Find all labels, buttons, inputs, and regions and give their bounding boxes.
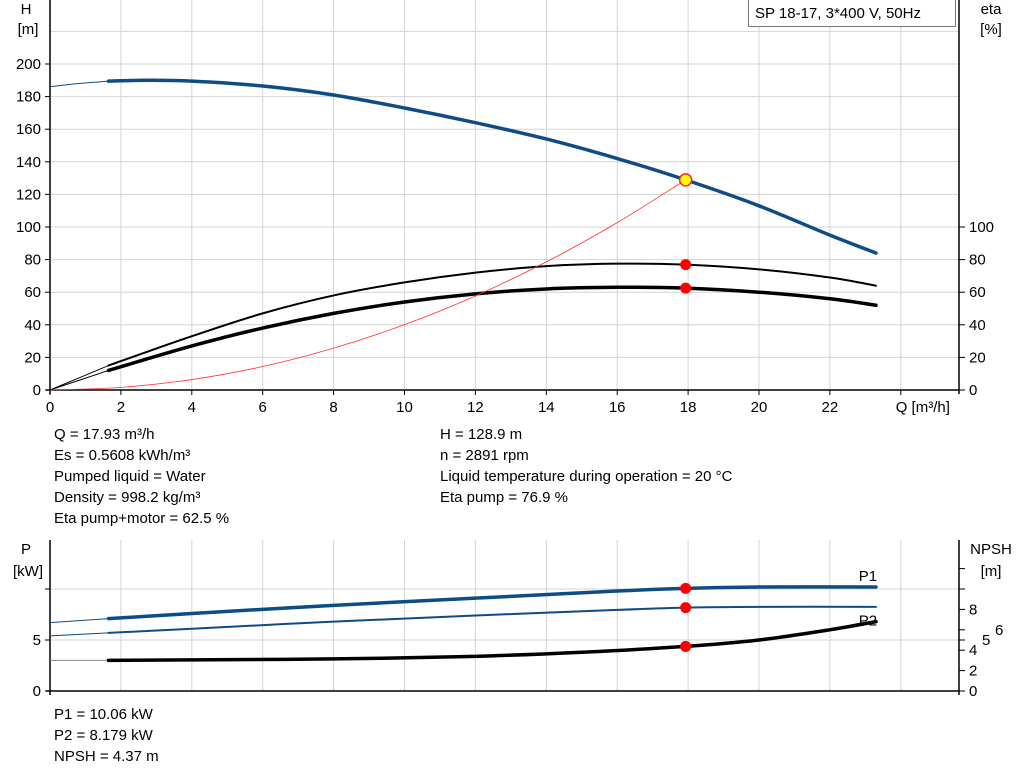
duty-point — [680, 640, 692, 652]
y-tick-label: 180 — [16, 89, 41, 106]
x-axis-label: Q [m³/h] — [896, 399, 950, 416]
y-axis-label: H — [21, 1, 32, 18]
pump-title-box: SP 18-17, 3*400 V, 50Hz — [748, 0, 956, 27]
y2-tick-label: 100 — [969, 219, 994, 236]
series-H — [106, 78, 878, 255]
y-axis-label: P — [21, 541, 31, 558]
x-tick-label: 8 — [329, 399, 337, 416]
y-tick-label: 60 — [24, 284, 41, 301]
x-tick-label: 2 — [117, 399, 125, 416]
y2-tick-label: 8 — [969, 601, 977, 618]
y-axis-unit: [kW] — [13, 563, 43, 580]
y-tick-label: 20 — [24, 349, 41, 366]
x-tick-label: 4 — [188, 399, 196, 416]
info-p2: P2 = 8.179 kW — [54, 727, 153, 744]
y-tick-label: 40 — [24, 317, 41, 334]
x-tick-label: 22 — [822, 399, 839, 416]
info-p1: P1 = 10.06 kW — [54, 706, 153, 723]
info-q: Q = 17.93 m³/h — [54, 426, 155, 443]
info-temp: Liquid temperature during operation = 20… — [440, 468, 733, 485]
y2-axis-label: NPSH — [970, 541, 1012, 558]
series-extension-P1 — [49, 618, 109, 624]
info-eta-pump-motor: Eta pump+motor = 62.5 % — [54, 510, 230, 527]
series-extension-H — [49, 80, 109, 88]
x-tick-label: 16 — [609, 399, 626, 416]
series-P2 — [107, 605, 877, 634]
y-tick-label: 5 — [33, 632, 41, 649]
info-n: n = 2891 rpm — [440, 447, 529, 464]
y-tick-label: 0 — [33, 683, 41, 700]
info-h: H = 128.9 m — [440, 426, 523, 443]
x-tick-label: 12 — [467, 399, 484, 416]
x-tick-label: 6 — [259, 399, 267, 416]
series-eta_pump_motor — [106, 285, 878, 373]
duty-point — [680, 602, 692, 614]
y2-tick-label: 80 — [969, 252, 986, 269]
series-system — [49, 179, 687, 391]
y-tick-label: 120 — [16, 186, 41, 203]
y-tick-label: 200 — [16, 56, 41, 73]
y-tick-label: 0 — [33, 382, 41, 399]
info-npsh: NPSH = 4.37 m — [54, 748, 159, 765]
info-left: Q = 17.93 m³/h Es = 0.5608 kWh/m³ Pumped… — [54, 424, 229, 529]
y-axis-unit: [m] — [18, 21, 39, 38]
duty-point — [680, 282, 692, 294]
series-extension-eta_pump_motor — [49, 369, 109, 391]
series-label-p2: P2 — [859, 612, 877, 629]
x-tick-label: 20 — [751, 399, 768, 416]
series-P1 — [106, 585, 878, 621]
info-bottom: P1 = 10.06 kW P2 = 8.179 kW NPSH = 4.37 … — [54, 704, 159, 767]
info-liquid: Pumped liquid = Water — [54, 468, 206, 485]
series-extension-P2 — [49, 632, 109, 637]
y2-tick-label: 6 — [995, 622, 1003, 639]
info-right: H = 128.9 m n = 2891 rpm Liquid temperat… — [440, 424, 732, 508]
y2-axis-unit: [m] — [981, 563, 1002, 580]
y2-tick-label: 4 — [969, 642, 977, 659]
y-tick-label: 140 — [16, 154, 41, 171]
info-eta-pump: Eta pump = 76.9 % — [440, 489, 568, 506]
y-tick-label: 80 — [24, 252, 41, 269]
chart-1 — [45, 540, 965, 695]
series-NPSH — [106, 619, 878, 663]
y-tick-label: 100 — [16, 219, 41, 236]
y2-tick-label: 2 — [969, 663, 977, 680]
duty-point — [678, 173, 693, 187]
x-tick-label: 18 — [680, 399, 697, 416]
series-label-p1: P1 — [859, 568, 877, 585]
y2-tick-label: 5 — [982, 632, 990, 649]
y-tick-label: 160 — [16, 121, 41, 138]
y2-tick-label: 40 — [969, 317, 986, 334]
duty-point — [680, 582, 692, 594]
y2-tick-label: 20 — [969, 349, 986, 366]
y2-tick-label: 0 — [969, 382, 977, 399]
duty-point — [680, 259, 692, 271]
y2-axis-label: eta — [981, 1, 1003, 18]
info-density: Density = 998.2 kg/m³ — [54, 489, 201, 506]
chart-0 — [45, 0, 965, 395]
x-tick-label: 0 — [46, 399, 54, 416]
series-eta_pump — [107, 262, 877, 367]
y2-axis-unit: [%] — [980, 21, 1002, 38]
x-tick-label: 10 — [396, 399, 413, 416]
series-extension-eta_pump — [49, 365, 109, 391]
info-es: Es = 0.5608 kWh/m³ — [54, 447, 191, 464]
y2-tick-label: 0 — [969, 683, 977, 700]
y2-tick-label: 60 — [969, 284, 986, 301]
x-tick-label: 14 — [538, 399, 555, 416]
